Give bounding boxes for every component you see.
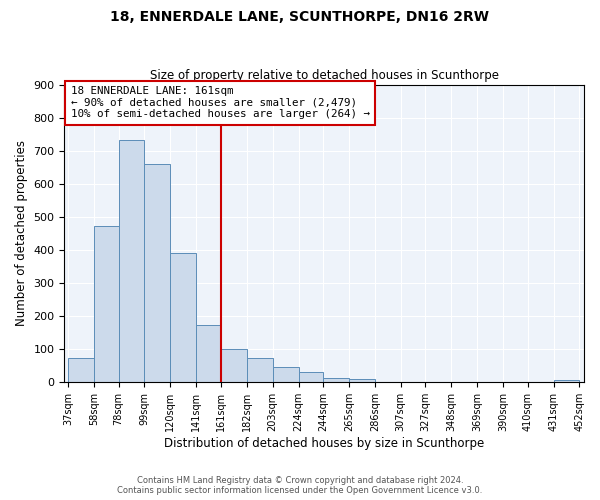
Bar <box>323 378 349 382</box>
X-axis label: Distribution of detached houses by size in Scunthorpe: Distribution of detached houses by size … <box>164 437 485 450</box>
Bar <box>196 326 221 382</box>
Bar <box>119 140 145 382</box>
Bar <box>272 368 299 382</box>
Bar <box>94 226 119 382</box>
Bar <box>554 380 580 382</box>
Bar <box>299 372 323 382</box>
Bar <box>247 358 272 382</box>
Y-axis label: Number of detached properties: Number of detached properties <box>15 140 28 326</box>
Bar <box>170 254 196 382</box>
Bar <box>349 379 375 382</box>
Text: 18 ENNERDALE LANE: 161sqm
← 90% of detached houses are smaller (2,479)
10% of se: 18 ENNERDALE LANE: 161sqm ← 90% of detac… <box>71 86 370 120</box>
Title: Size of property relative to detached houses in Scunthorpe: Size of property relative to detached ho… <box>150 69 499 82</box>
Bar <box>68 358 94 382</box>
Text: 18, ENNERDALE LANE, SCUNTHORPE, DN16 2RW: 18, ENNERDALE LANE, SCUNTHORPE, DN16 2RW <box>110 10 490 24</box>
Text: Contains HM Land Registry data © Crown copyright and database right 2024.
Contai: Contains HM Land Registry data © Crown c… <box>118 476 482 495</box>
Bar <box>145 164 170 382</box>
Bar <box>221 350 247 382</box>
